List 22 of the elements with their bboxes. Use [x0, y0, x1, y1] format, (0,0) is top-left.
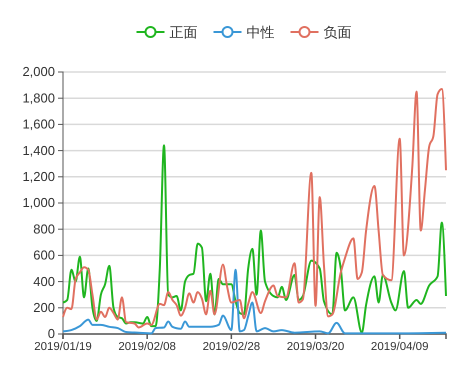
line-series [62, 268, 447, 334]
y-tick-label: 400 [33, 274, 55, 289]
y-tick-label: 800 [33, 221, 55, 236]
y-tick-label: 1,200 [22, 168, 55, 184]
y-tick-label: 1,000 [22, 195, 55, 210]
line-series [62, 144, 447, 334]
legend-label: 负面 [324, 24, 352, 40]
x-tick-label: 2019/01/19 [34, 341, 92, 354]
y-tick-label: 1,800 [22, 90, 55, 106]
line-series [62, 88, 447, 328]
legend-label: 中性 [246, 24, 274, 40]
y-tick-label: 1,400 [22, 142, 55, 158]
x-tick-label: 2019/03/20 [286, 341, 344, 354]
x-tick-label: 2019/02/08 [118, 341, 176, 354]
y-tick-label: 200 [33, 300, 55, 315]
y-tick-label: 600 [33, 248, 55, 263]
legend-label: 正面 [170, 24, 198, 40]
y-tick-label: 0 [48, 326, 55, 342]
x-tick-label: 2019/04/09 [370, 341, 428, 354]
x-tick-label: 2019/02/28 [202, 341, 260, 354]
y-tick-label: 2,000 [22, 64, 55, 80]
y-tick-label: 1,600 [22, 116, 55, 132]
